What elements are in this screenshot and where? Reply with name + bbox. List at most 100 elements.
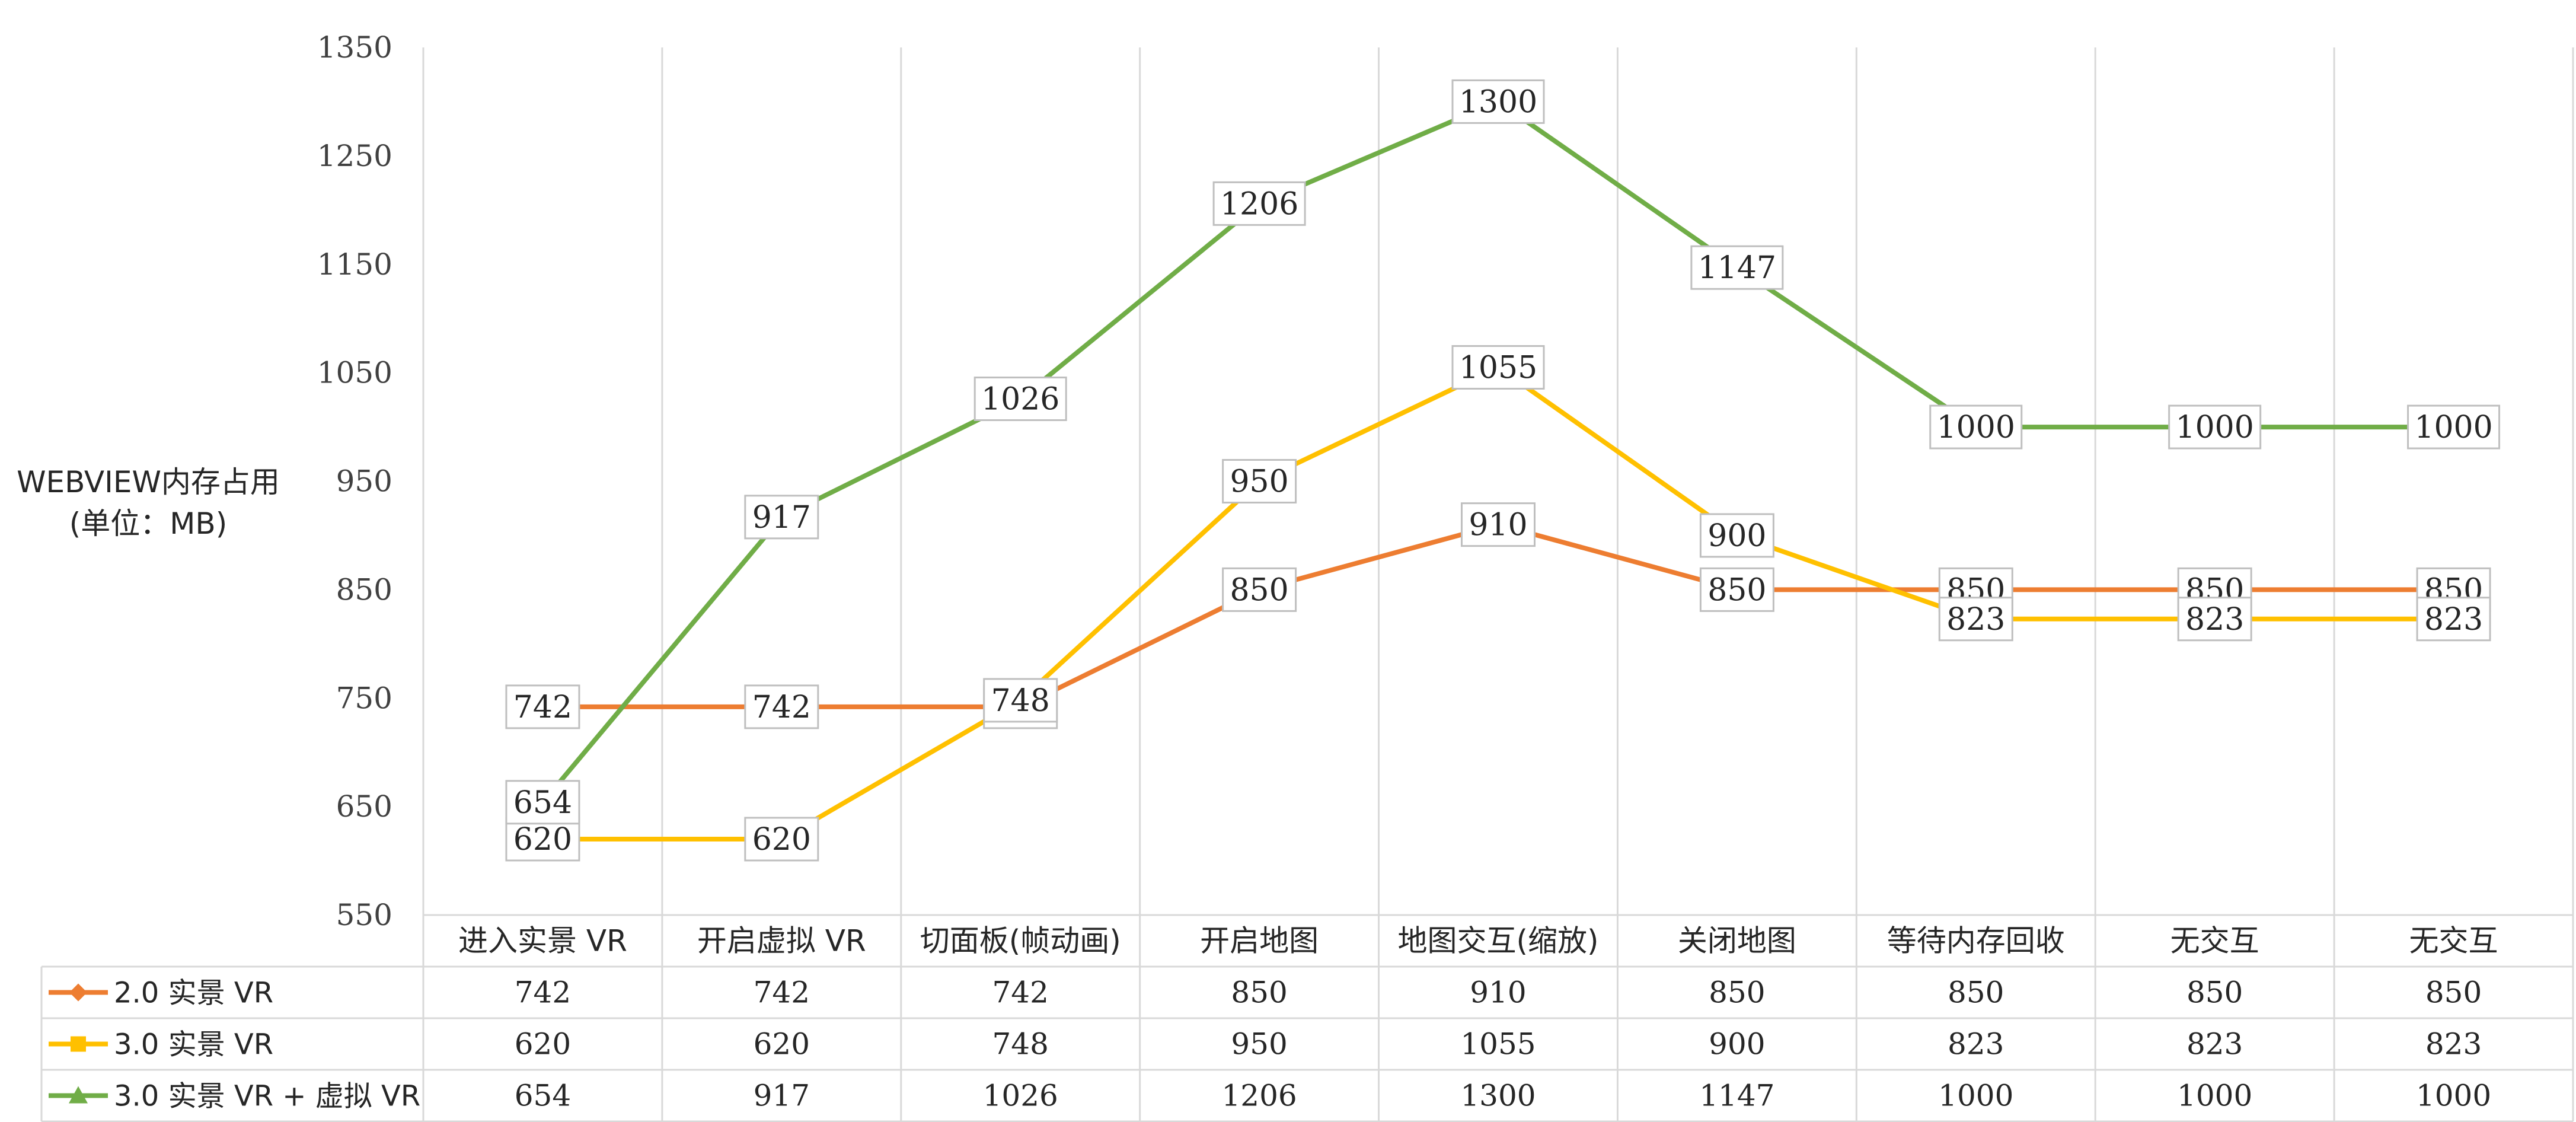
- y-tick-label: 550: [336, 898, 392, 932]
- category-label: 开启地图: [1200, 924, 1319, 958]
- data-label-box: [744, 684, 819, 729]
- data-label-box: [1929, 404, 2023, 450]
- table-cell-value: 654: [515, 1079, 571, 1113]
- data-label: 1000: [1937, 410, 2015, 445]
- data-label: 823: [1946, 602, 2005, 638]
- data-label-box: [505, 684, 580, 729]
- diamond-marker-icon: [69, 983, 87, 1002]
- data-label-box: [1222, 567, 1297, 612]
- data-label-box: [983, 678, 1058, 723]
- y-tick-label: 1150: [317, 247, 392, 282]
- data-label-box: [505, 817, 580, 862]
- data-label-box: [2177, 597, 2252, 642]
- data-label: 1026: [981, 382, 1059, 417]
- y-tick-label: 1350: [317, 30, 392, 65]
- triangle-marker-icon: [69, 1086, 88, 1104]
- data-label: 917: [752, 500, 811, 536]
- table-cell-value: 1026: [983, 1079, 1058, 1113]
- table-cell-value: 1300: [1460, 1079, 1536, 1113]
- table-cell-value: 850: [1709, 976, 1765, 1010]
- data-label-box: [1451, 345, 1545, 390]
- data-label: 1055: [1459, 350, 1537, 385]
- data-label: 742: [752, 690, 811, 725]
- table-cell-value: 1000: [2177, 1079, 2252, 1113]
- table-cell-value: 742: [515, 976, 571, 1010]
- y-tick-label: 650: [336, 789, 392, 824]
- table-cell-value: 917: [754, 1079, 810, 1113]
- data-label: 1147: [1698, 250, 1776, 286]
- category-label: 无交互: [2409, 924, 2498, 958]
- data-label: 620: [513, 822, 572, 858]
- data-label-box: [2416, 597, 2491, 642]
- series-line: [540, 99, 2456, 805]
- data-label: 1206: [1220, 186, 1298, 222]
- data-label: 850: [1230, 572, 1288, 608]
- table-cell-value: 742: [992, 976, 1049, 1010]
- table-cell-value: 1000: [1938, 1079, 2013, 1113]
- table-cell-value: 742: [754, 976, 810, 1010]
- series-name: 2.0 实景 VR: [114, 977, 273, 1010]
- data-label-box: [973, 377, 1067, 422]
- category-label: 切面板(帧动画): [920, 924, 1121, 958]
- category-label: 等待内存回收: [1887, 924, 2065, 958]
- table-cell-value: 1000: [2416, 1079, 2491, 1113]
- y-tick-label: 750: [336, 681, 392, 715]
- data-label: 1300: [1459, 84, 1537, 120]
- data-label: 748: [991, 683, 1050, 719]
- table-cell-value: 900: [1709, 1027, 1765, 1062]
- table-cell-value: 823: [1948, 1027, 2004, 1062]
- data-label-box: [744, 817, 819, 862]
- category-label: 地图交互(缩放): [1397, 924, 1598, 958]
- data-label-box: [1690, 245, 1784, 290]
- data-label-box: [1451, 79, 1545, 124]
- table-cell-value: 620: [754, 1027, 810, 1062]
- category-label: 无交互: [2170, 924, 2259, 958]
- category-label: 开启虚拟 VR: [697, 924, 866, 958]
- table-cell-value: 850: [2186, 976, 2243, 1010]
- table-cell-value: 1055: [1460, 1027, 1536, 1062]
- data-label: 1000: [2175, 410, 2253, 445]
- data-label-box: [505, 780, 580, 825]
- data-label-box: [744, 495, 819, 540]
- data-label-box: [1212, 181, 1306, 226]
- series-name: 3.0 实景 VR: [114, 1028, 273, 1062]
- data-label: 950: [1230, 464, 1288, 500]
- data-label-box: [2168, 404, 2262, 450]
- data-label-box: [1461, 502, 1536, 547]
- series-line: [540, 365, 2456, 842]
- y-axis-label: (单位：MB): [69, 506, 227, 541]
- data-label: 900: [1707, 518, 1766, 554]
- table-cell-value: 823: [2186, 1027, 2243, 1062]
- y-tick-label: 850: [336, 572, 392, 607]
- table-cell-value: 950: [1231, 1027, 1287, 1062]
- data-label: 742: [513, 690, 572, 725]
- y-axis-label: WEBVIEW内存占用: [17, 465, 280, 499]
- data-label: 654: [513, 785, 572, 821]
- table-cell-value: 1147: [1699, 1079, 1774, 1113]
- data-label: 850: [1707, 572, 1766, 608]
- data-label-box: [1699, 567, 1774, 612]
- table-cell-value: 748: [992, 1027, 1049, 1062]
- table-cell-value: 850: [2425, 976, 2482, 1010]
- table-cell-value: 1206: [1221, 1079, 1297, 1113]
- series-line: [540, 522, 2456, 709]
- table-cell-value: 910: [1470, 976, 1526, 1010]
- category-label: 进入实景 VR: [458, 924, 627, 958]
- y-tick-label: 950: [336, 464, 392, 499]
- data-label-box: [1699, 513, 1774, 558]
- table-cell-value: 850: [1948, 976, 2004, 1010]
- data-label: 823: [2185, 602, 2244, 638]
- y-tick-label: 1050: [317, 356, 392, 390]
- table-cell-value: 850: [1231, 976, 1287, 1010]
- square-marker-icon: [71, 1036, 86, 1052]
- category-label: 关闭地图: [1678, 924, 1796, 958]
- data-label: 910: [1469, 508, 1527, 543]
- data-label-box: [2407, 404, 2501, 450]
- data-label: 620: [752, 822, 811, 858]
- table-cell-value: 620: [515, 1027, 571, 1062]
- data-label-box: [1938, 597, 2013, 642]
- data-label: 1000: [2414, 410, 2492, 445]
- data-label: 823: [2424, 602, 2483, 638]
